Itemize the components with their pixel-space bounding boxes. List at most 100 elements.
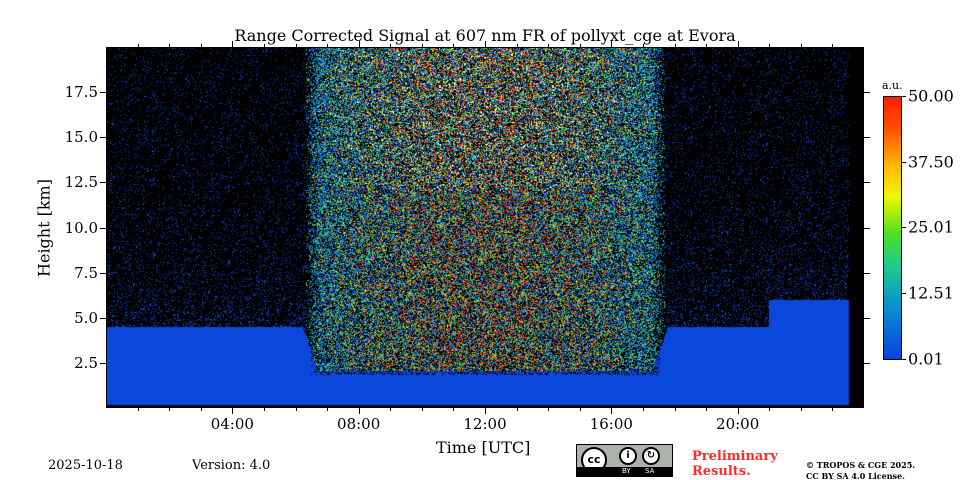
y-tick-label: 12.5 bbox=[64, 173, 98, 192]
y-tick-mark bbox=[100, 137, 106, 139]
x-tick-mark bbox=[232, 408, 234, 414]
x-tick-mark bbox=[327, 408, 329, 411]
colorbar-tick-label: 25.01 bbox=[908, 217, 954, 237]
y-tick-mark-right bbox=[864, 317, 870, 319]
y-tick-mark-right bbox=[864, 137, 870, 139]
x-tick-mark-top bbox=[327, 44, 329, 47]
x-tick-mark bbox=[832, 408, 834, 411]
x-tick-mark-top bbox=[642, 44, 644, 47]
date-label: 2025-10-18 bbox=[48, 458, 123, 473]
x-tick-mark-top bbox=[390, 44, 392, 47]
x-tick-mark-top bbox=[453, 44, 455, 47]
x-tick-mark-top bbox=[706, 44, 708, 47]
colorbar-tick-label: 12.51 bbox=[908, 283, 954, 303]
version-label: Version: 4.0 bbox=[192, 458, 271, 473]
copyright-note: © TROPOS & CGE 2025. CC BY SA 4.0 Licens… bbox=[806, 460, 915, 480]
x-tick-mark-top bbox=[800, 44, 802, 47]
x-tick-label: 04:00 bbox=[210, 415, 254, 433]
colorbar-tick-mark bbox=[902, 293, 906, 295]
x-tick-mark bbox=[737, 408, 739, 414]
x-tick-mark bbox=[485, 408, 486, 414]
colorbar-tick-label: 50.00 bbox=[908, 86, 954, 106]
y-tick-label: 2.5 bbox=[74, 353, 98, 372]
colorbar-tick-label: 0.01 bbox=[908, 349, 944, 369]
x-tick-mark-top bbox=[232, 41, 234, 47]
sa-label: SA bbox=[645, 467, 655, 475]
y-tick-label: 15.0 bbox=[64, 128, 98, 147]
colorbar-unit: a.u. bbox=[882, 79, 903, 92]
cc-by-sa-badge[interactable]: cc i ↻ BY SA bbox=[576, 444, 673, 477]
x-tick-mark bbox=[358, 408, 360, 414]
x-tick-mark-top bbox=[358, 41, 360, 47]
preliminary-results-note: Preliminary Results. bbox=[692, 449, 778, 479]
x-tick-mark bbox=[390, 408, 392, 411]
preliminary-line-2: Results. bbox=[692, 464, 751, 479]
y-tick-mark-right bbox=[864, 227, 870, 229]
y-tick-mark-right bbox=[864, 362, 870, 364]
sa-share-icon: ↻ bbox=[642, 447, 660, 465]
colorbar-tick-label: 37.50 bbox=[908, 152, 954, 172]
colorbar-tick-mark bbox=[902, 161, 906, 163]
y-tick-mark bbox=[100, 92, 106, 94]
x-tick-mark bbox=[769, 408, 771, 411]
copyright-line-1: © TROPOS & CGE 2025. bbox=[806, 460, 916, 470]
x-tick-mark bbox=[706, 408, 708, 411]
y-tick-mark-right bbox=[864, 182, 870, 184]
heatmap-canvas bbox=[107, 48, 863, 407]
x-tick-mark bbox=[200, 408, 202, 411]
x-tick-mark-top bbox=[421, 44, 423, 47]
copyright-line-2: CC BY SA 4.0 License. bbox=[806, 471, 905, 480]
preliminary-line-1: Preliminary bbox=[692, 449, 778, 464]
by-person-icon: i bbox=[619, 447, 637, 465]
y-tick-label: 5.0 bbox=[74, 308, 98, 327]
y-tick-label: 17.5 bbox=[64, 83, 98, 102]
x-tick-mark-top bbox=[295, 44, 297, 47]
x-tick-mark bbox=[611, 408, 613, 414]
x-tick-mark-top bbox=[516, 44, 518, 47]
x-tick-mark bbox=[674, 408, 676, 411]
y-tick-mark bbox=[100, 227, 106, 229]
x-tick-mark bbox=[295, 408, 297, 411]
license-band: BY SA bbox=[577, 467, 672, 476]
x-tick-mark-top bbox=[200, 44, 202, 47]
y-tick-label: 10.0 bbox=[64, 218, 98, 237]
x-tick-mark-top bbox=[737, 41, 739, 47]
x-tick-mark-top bbox=[611, 41, 613, 47]
y-tick-mark bbox=[100, 182, 106, 184]
x-tick-mark-top bbox=[674, 44, 676, 47]
x-tick-mark bbox=[137, 408, 139, 411]
x-tick-label: 12:00 bbox=[463, 415, 507, 433]
x-tick-mark bbox=[453, 408, 455, 411]
x-tick-label: 16:00 bbox=[589, 415, 633, 433]
x-tick-mark-top bbox=[579, 44, 581, 47]
x-tick-mark bbox=[800, 408, 802, 411]
colorbar-tick-mark bbox=[902, 359, 906, 360]
x-tick-mark-top bbox=[137, 44, 139, 47]
x-tick-mark bbox=[516, 408, 518, 411]
x-tick-mark-top bbox=[548, 44, 550, 47]
x-tick-mark bbox=[579, 408, 581, 411]
x-tick-mark-top bbox=[769, 44, 771, 47]
x-tick-mark-top bbox=[485, 41, 486, 47]
colorbar-tick-mark bbox=[902, 96, 906, 97]
x-tick-label: 08:00 bbox=[337, 415, 381, 433]
y-tick-label: 7.5 bbox=[74, 263, 98, 282]
x-tick-mark-top bbox=[832, 44, 834, 47]
x-tick-mark bbox=[642, 408, 644, 411]
x-tick-mark bbox=[169, 408, 171, 411]
x-tick-label: 20:00 bbox=[716, 415, 760, 433]
x-axis-label: Time [UTC] bbox=[436, 438, 531, 457]
chart-title: Range Corrected Signal at 607 nm FR of p… bbox=[234, 26, 736, 45]
by-label: BY bbox=[622, 467, 631, 475]
y-tick-mark-right bbox=[864, 92, 870, 94]
y-tick-mark bbox=[100, 317, 106, 319]
x-tick-mark bbox=[421, 408, 423, 411]
y-tick-mark-right bbox=[864, 272, 870, 274]
colorbar bbox=[883, 96, 902, 360]
colorbar-tick-mark bbox=[902, 227, 906, 229]
x-tick-mark-top bbox=[169, 44, 171, 47]
x-tick-mark bbox=[263, 408, 265, 411]
x-tick-mark bbox=[548, 408, 550, 411]
x-tick-mark-top bbox=[263, 44, 265, 47]
